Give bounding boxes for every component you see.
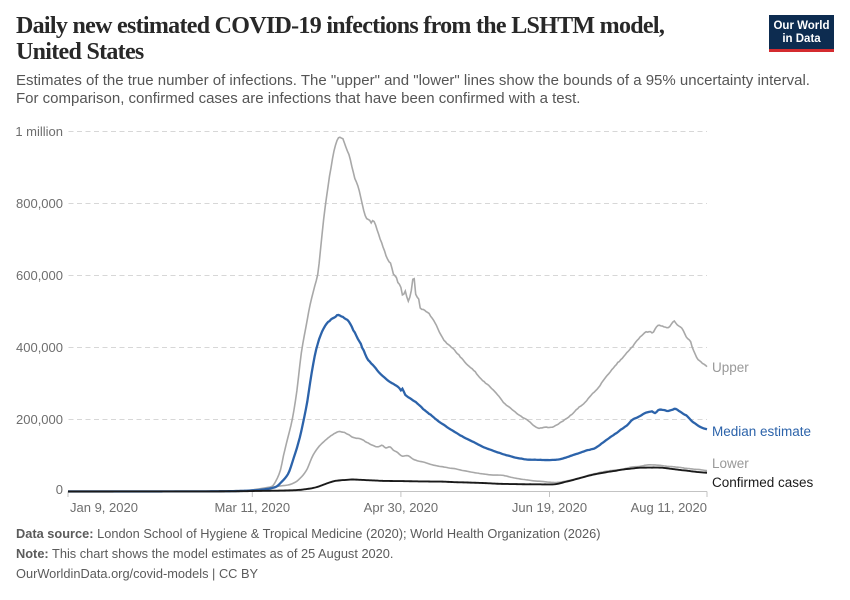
svg-text:600,000: 600,000 — [16, 268, 63, 283]
svg-text:0: 0 — [56, 482, 63, 497]
svg-text:Apr 30, 2020: Apr 30, 2020 — [364, 500, 438, 515]
svg-text:Confirmed cases: Confirmed cases — [712, 475, 814, 490]
svg-text:Lower: Lower — [712, 456, 749, 471]
svg-text:Jan 9, 2020: Jan 9, 2020 — [70, 500, 138, 515]
svg-text:Jun 19, 2020: Jun 19, 2020 — [512, 500, 587, 515]
svg-text:800,000: 800,000 — [16, 196, 63, 211]
svg-text:Aug 11, 2020: Aug 11, 2020 — [631, 500, 707, 515]
svg-text:200,000: 200,000 — [16, 412, 63, 427]
svg-text:1 million: 1 million — [15, 124, 63, 139]
svg-text:Mar 11, 2020: Mar 11, 2020 — [214, 500, 290, 515]
svg-text:Upper: Upper — [712, 360, 749, 375]
svg-text:400,000: 400,000 — [16, 340, 63, 355]
svg-text:Median estimate: Median estimate — [712, 424, 811, 439]
